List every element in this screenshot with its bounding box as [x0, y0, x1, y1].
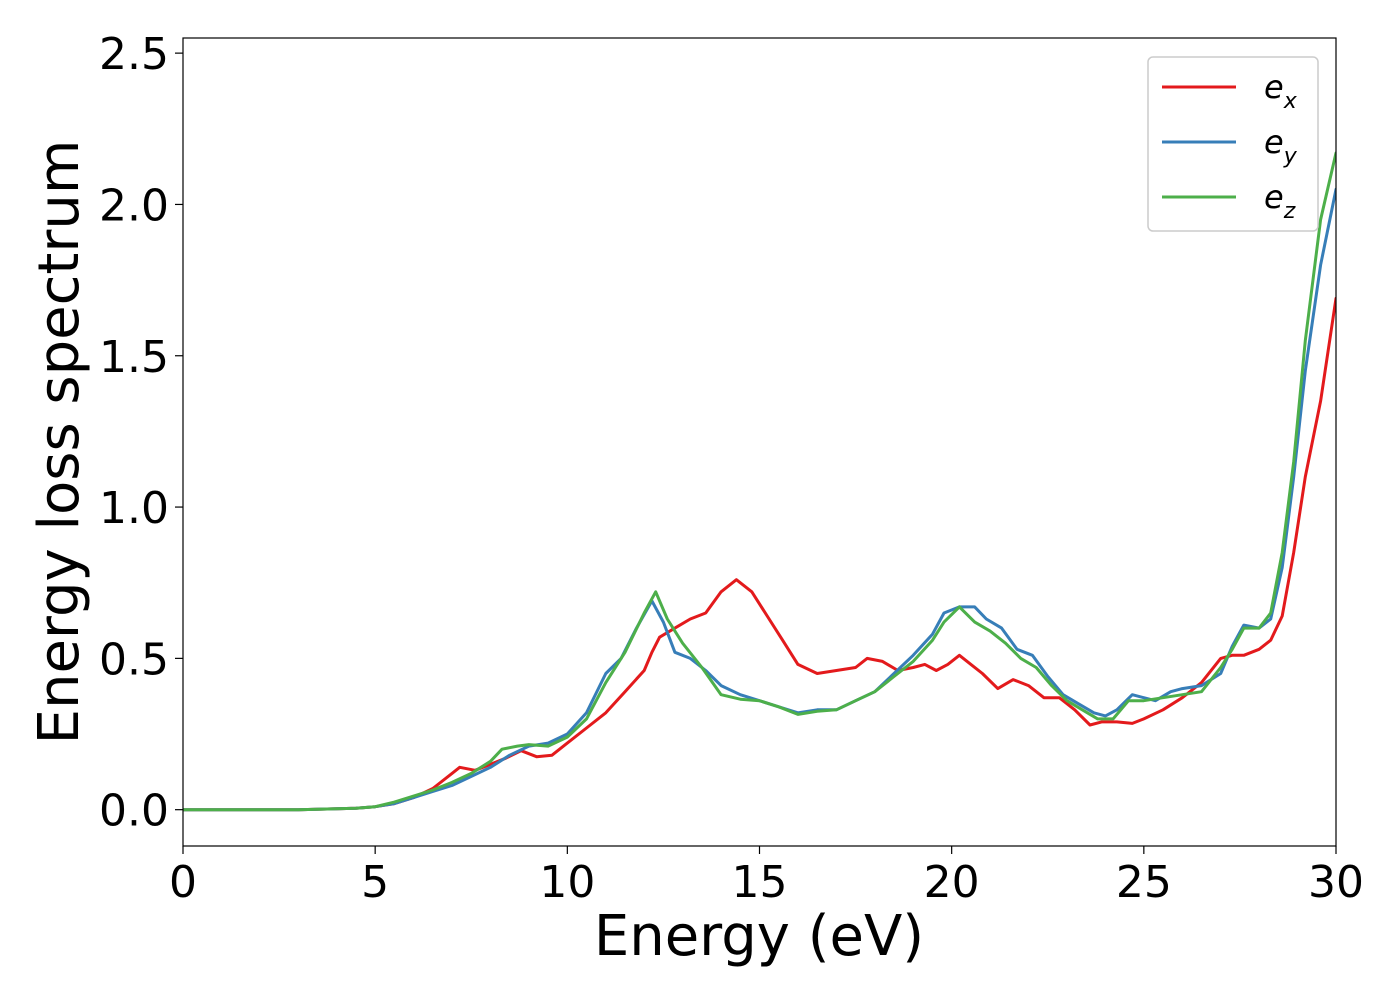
legend-label-z: ez: [1264, 178, 1296, 224]
x-axis-label: Energy (eV): [594, 904, 924, 969]
y-tick-label: 2.0: [99, 180, 169, 231]
y-axis-label: Energy loss spectrum: [27, 140, 92, 745]
x-tick-label: 20: [924, 857, 980, 908]
legend: ex ey ez: [1147, 56, 1319, 232]
x-tick-label: 5: [361, 857, 389, 908]
legend-box: [1147, 56, 1319, 232]
y-tick-label: 1.0: [99, 483, 169, 534]
x-tick-label: 0: [169, 857, 197, 908]
y-tick-label: 1.5: [99, 332, 169, 383]
x-tick-label: 30: [1308, 857, 1364, 908]
x-tick-label: 10: [539, 857, 595, 908]
series-lines: [183, 151, 1336, 812]
legend-label-y: ey: [1264, 123, 1298, 169]
x-tick-label: 15: [732, 857, 788, 908]
x-tick-label: 25: [1116, 857, 1172, 908]
legend-label-x: ex: [1264, 68, 1298, 114]
axes: 0 5 10 15 20 25 30 0.0 0.5 1.0 1.5 2.0 2.5: [99, 29, 1364, 908]
y-tick-label: 0.0: [99, 786, 169, 837]
series-line-z: [183, 151, 1336, 812]
y-tick-label: 2.5: [99, 29, 169, 80]
y-tick-label: 0.5: [99, 634, 169, 685]
plot-area: [183, 151, 1336, 812]
